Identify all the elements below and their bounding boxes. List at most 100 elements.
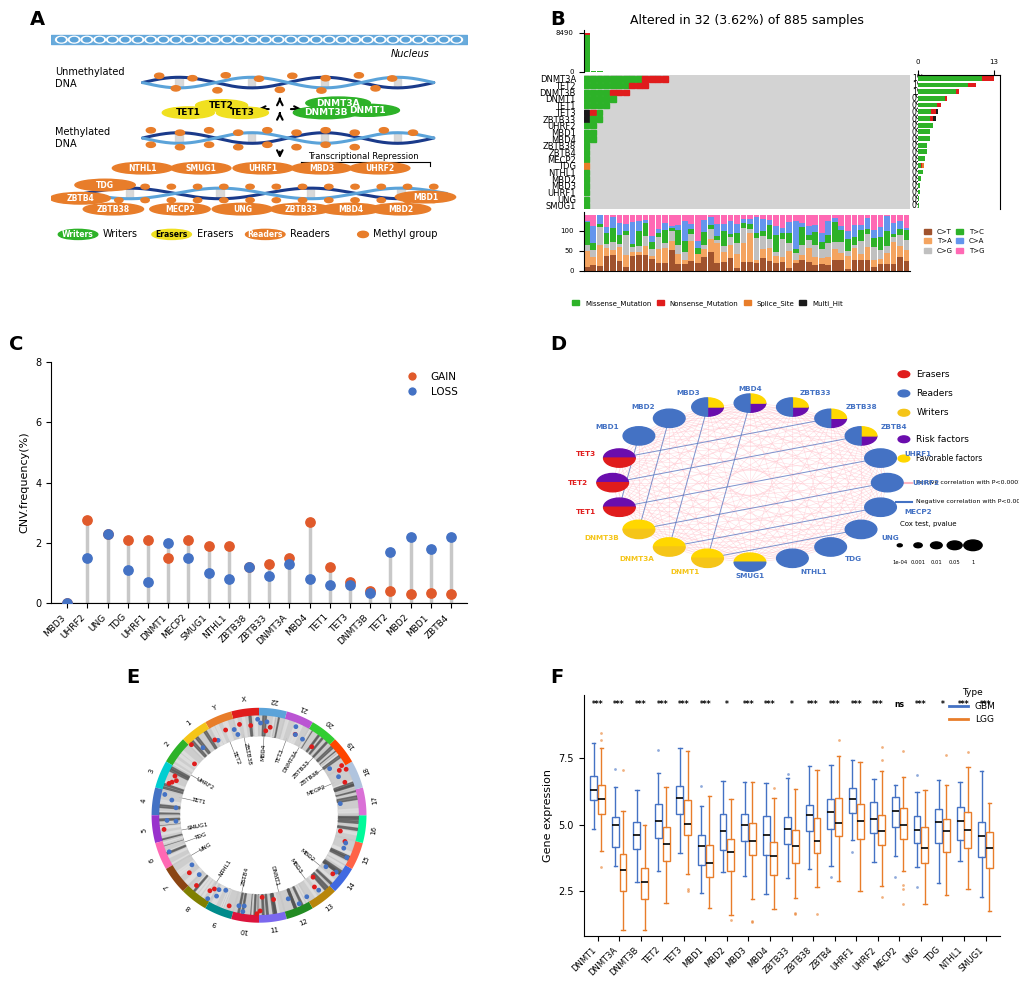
Bar <box>642 76 647 82</box>
Text: MBD2: MBD2 <box>299 848 315 863</box>
Point <box>422 541 438 557</box>
Text: ***: *** <box>634 700 646 709</box>
Circle shape <box>265 720 268 724</box>
Text: 15: 15 <box>362 854 371 865</box>
Circle shape <box>317 88 326 94</box>
Point <box>140 532 156 548</box>
Bar <box>583 123 589 128</box>
Circle shape <box>272 898 275 901</box>
PathPatch shape <box>697 835 704 866</box>
Bar <box>772 234 779 252</box>
Ellipse shape <box>212 203 272 215</box>
Point <box>341 574 358 590</box>
Text: ns: ns <box>894 700 904 709</box>
Bar <box>876 250 882 259</box>
Polygon shape <box>254 894 256 915</box>
Bar <box>864 247 869 260</box>
Polygon shape <box>323 861 340 875</box>
Text: 8: 8 <box>184 903 192 911</box>
Circle shape <box>425 36 436 43</box>
Text: DNMT3B: DNMT3B <box>584 535 619 541</box>
Bar <box>675 264 681 271</box>
Polygon shape <box>162 834 182 841</box>
Text: 2: 2 <box>163 741 170 748</box>
Text: ZBTB38: ZBTB38 <box>299 769 320 787</box>
Bar <box>609 242 615 250</box>
Circle shape <box>350 145 359 150</box>
Ellipse shape <box>291 163 352 174</box>
Circle shape <box>310 36 322 43</box>
Circle shape <box>243 904 246 907</box>
Bar <box>661 223 667 230</box>
Bar <box>668 250 674 271</box>
Bar <box>590 123 595 128</box>
Polygon shape <box>333 780 354 789</box>
Bar <box>590 256 596 265</box>
Bar <box>648 242 654 249</box>
Text: TET3: TET3 <box>229 108 255 117</box>
Bar <box>727 233 733 236</box>
Polygon shape <box>194 876 208 891</box>
Bar <box>890 236 896 242</box>
Bar <box>655 236 661 249</box>
Polygon shape <box>259 892 284 915</box>
PathPatch shape <box>641 869 647 899</box>
Polygon shape <box>299 729 329 759</box>
Polygon shape <box>287 889 297 908</box>
Polygon shape <box>222 889 231 909</box>
Polygon shape <box>333 782 354 791</box>
Bar <box>897 257 902 271</box>
Wedge shape <box>653 538 685 547</box>
Polygon shape <box>331 846 352 855</box>
Bar <box>629 223 635 244</box>
Bar <box>766 220 771 226</box>
Bar <box>596 97 602 101</box>
Polygon shape <box>224 720 233 741</box>
Circle shape <box>287 37 294 41</box>
Text: 0%: 0% <box>911 188 923 197</box>
Circle shape <box>272 184 280 189</box>
Circle shape <box>173 774 176 778</box>
Bar <box>583 215 589 222</box>
Text: Writers: Writers <box>62 230 94 239</box>
PathPatch shape <box>805 805 812 831</box>
Circle shape <box>68 36 79 43</box>
Circle shape <box>328 767 331 770</box>
Circle shape <box>311 876 315 879</box>
Bar <box>603 243 608 248</box>
Text: 0%: 0% <box>911 181 923 190</box>
Text: 0%: 0% <box>911 114 923 123</box>
Bar <box>824 243 830 257</box>
Text: *: * <box>789 700 793 709</box>
Bar <box>903 215 909 228</box>
Bar <box>759 258 765 271</box>
Y-axis label: Gene expression: Gene expression <box>542 768 552 862</box>
Circle shape <box>450 36 462 43</box>
Bar <box>740 219 746 224</box>
Polygon shape <box>298 885 309 902</box>
Bar <box>779 262 785 271</box>
Point <box>119 562 136 578</box>
Bar <box>661 230 667 243</box>
Bar <box>917 90 955 95</box>
Text: MBD3: MBD3 <box>288 857 303 875</box>
Polygon shape <box>318 867 334 882</box>
Text: X: X <box>240 696 247 703</box>
Bar <box>590 250 596 256</box>
Bar <box>799 255 804 260</box>
Bar <box>707 218 713 225</box>
PathPatch shape <box>791 830 798 863</box>
Circle shape <box>286 897 289 900</box>
Bar <box>713 235 719 240</box>
Bar <box>629 83 635 89</box>
Bar <box>648 256 654 259</box>
Circle shape <box>114 184 123 189</box>
Text: ***: *** <box>806 700 818 709</box>
Circle shape <box>114 198 123 203</box>
Polygon shape <box>171 854 190 865</box>
Circle shape <box>324 184 332 189</box>
Circle shape <box>145 36 156 43</box>
Bar <box>746 229 752 233</box>
Bar <box>818 215 823 233</box>
Bar <box>811 231 817 245</box>
